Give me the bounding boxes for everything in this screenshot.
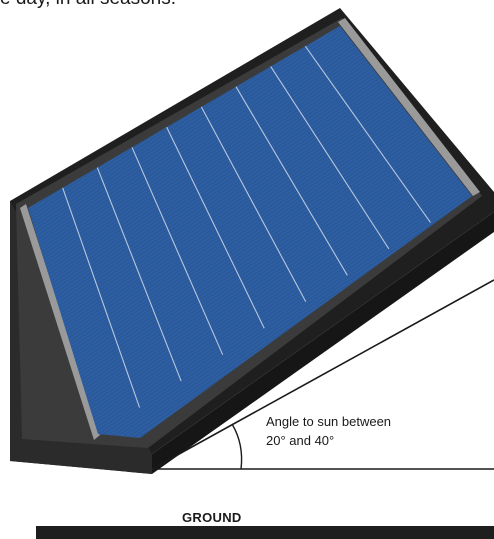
panel-base-right [152, 212, 494, 474]
angle-label-line-1: Angle to sun between [266, 414, 392, 429]
angle-label-line-2: 20° and 40° [266, 433, 335, 448]
angle-label: Angle to sun between 20° and 40° [266, 412, 466, 450]
cell-column-divider [304, 45, 431, 223]
ground-bar [36, 526, 494, 539]
ground-label: GROUND [182, 510, 242, 525]
cell-column-divider [270, 66, 390, 250]
panel-rail-left [20, 204, 100, 440]
panel-cell-dividers [62, 45, 431, 408]
cell-column-divider [166, 126, 265, 329]
sun-ray-line [151, 279, 494, 470]
intro-text: e day, in all seasons. [0, 0, 494, 10]
angle-arc [231, 423, 243, 470]
cell-column-divider [235, 86, 348, 276]
cell-column-divider [96, 167, 182, 382]
panel-rail-right [338, 18, 480, 196]
cell-column-divider [131, 147, 224, 355]
cell-column-divider [62, 187, 141, 408]
cell-column-divider [200, 106, 307, 303]
panel-cells [28, 26, 472, 438]
